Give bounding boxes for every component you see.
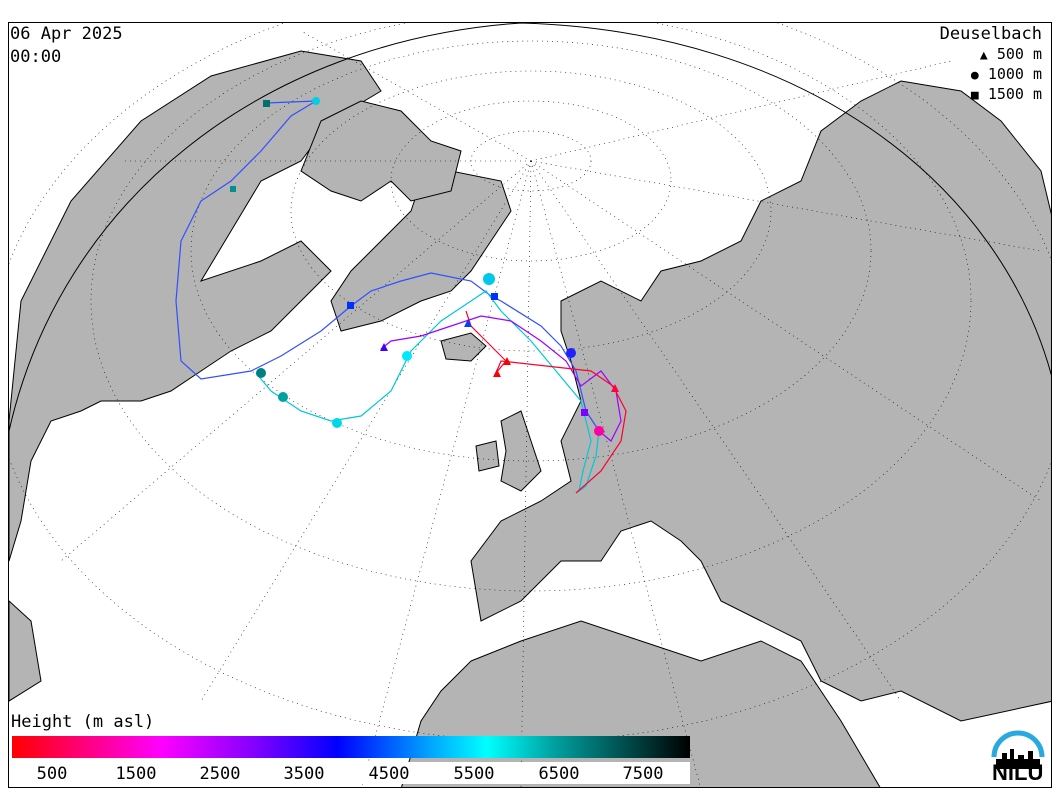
legend-item-1500: ■ 1500 m (968, 85, 1042, 105)
alaska-coast (9, 600, 42, 702)
triangle-icon: ▲ (979, 48, 988, 63)
globe-limb (9, 23, 1051, 432)
marker-circle (594, 426, 604, 436)
marker-circle (256, 368, 266, 378)
colorbar-tick: 2500 (199, 764, 241, 784)
marker-circle (402, 351, 412, 361)
marker-square (581, 409, 588, 416)
colorbar (12, 736, 690, 758)
ireland (475, 440, 500, 472)
north-america (9, 50, 382, 562)
trajectory-1500m (175, 100, 600, 432)
colorbar-title: Height (m asl) (11, 712, 155, 732)
marker-circle (332, 418, 342, 428)
marker-square (230, 186, 236, 192)
marker-square (491, 293, 498, 300)
marker-triangle (493, 369, 501, 377)
marker-circle (312, 97, 320, 105)
station-label: Deuselbach (939, 24, 1042, 44)
legend-item-1000: ● 1000 m (968, 65, 1042, 85)
trajectory-500m (380, 315, 622, 442)
marker-circle (483, 273, 495, 285)
marker-triangle (464, 319, 472, 327)
time-label: 00:00 (10, 47, 62, 67)
arctic-archipelago (300, 100, 462, 202)
nilu-logo-icon (991, 730, 1045, 769)
marker-triangle (611, 384, 619, 392)
square-icon: ■ (970, 88, 979, 103)
legend-label: 500 m (996, 45, 1042, 63)
marker-square (347, 302, 354, 309)
colorbar-tick: 1500 (115, 764, 157, 784)
date-label: 06 Apr 2025 (10, 24, 123, 44)
colorbar-tick: 3500 (283, 764, 325, 784)
colorbar-tick: 7500 (622, 764, 664, 784)
eurasia (470, 80, 1051, 722)
colorbar-tick: 500 (36, 764, 68, 784)
marker-triangle (503, 357, 511, 365)
circle-icon: ● (970, 68, 979, 83)
land-masses (9, 50, 1051, 787)
map-canvas (9, 23, 1051, 787)
colorbar-ticks: 500 1500 2500 3500 4500 5500 6500 7500 (12, 762, 690, 784)
colorbar-tick: 5500 (453, 764, 495, 784)
colorbar-tick: 6500 (538, 764, 580, 784)
marker-square (263, 100, 270, 107)
iceland (440, 332, 487, 362)
legend-label: 1000 m (987, 65, 1042, 83)
map-frame (8, 22, 1052, 788)
marker-circle (278, 392, 288, 402)
colorbar-tick: 4500 (368, 764, 410, 784)
nilu-logo-text: NILU (992, 760, 1044, 785)
legend-item-500: ▲ 500 m (977, 45, 1042, 65)
legend-label: 1500 m (987, 85, 1042, 103)
marker-circle (566, 348, 576, 358)
graticule (9, 23, 1051, 787)
greenland (330, 170, 512, 332)
marker-triangle (380, 343, 388, 351)
trajectory-red (465, 310, 627, 494)
british-isles (500, 410, 542, 492)
trajectory-markers (230, 97, 619, 436)
